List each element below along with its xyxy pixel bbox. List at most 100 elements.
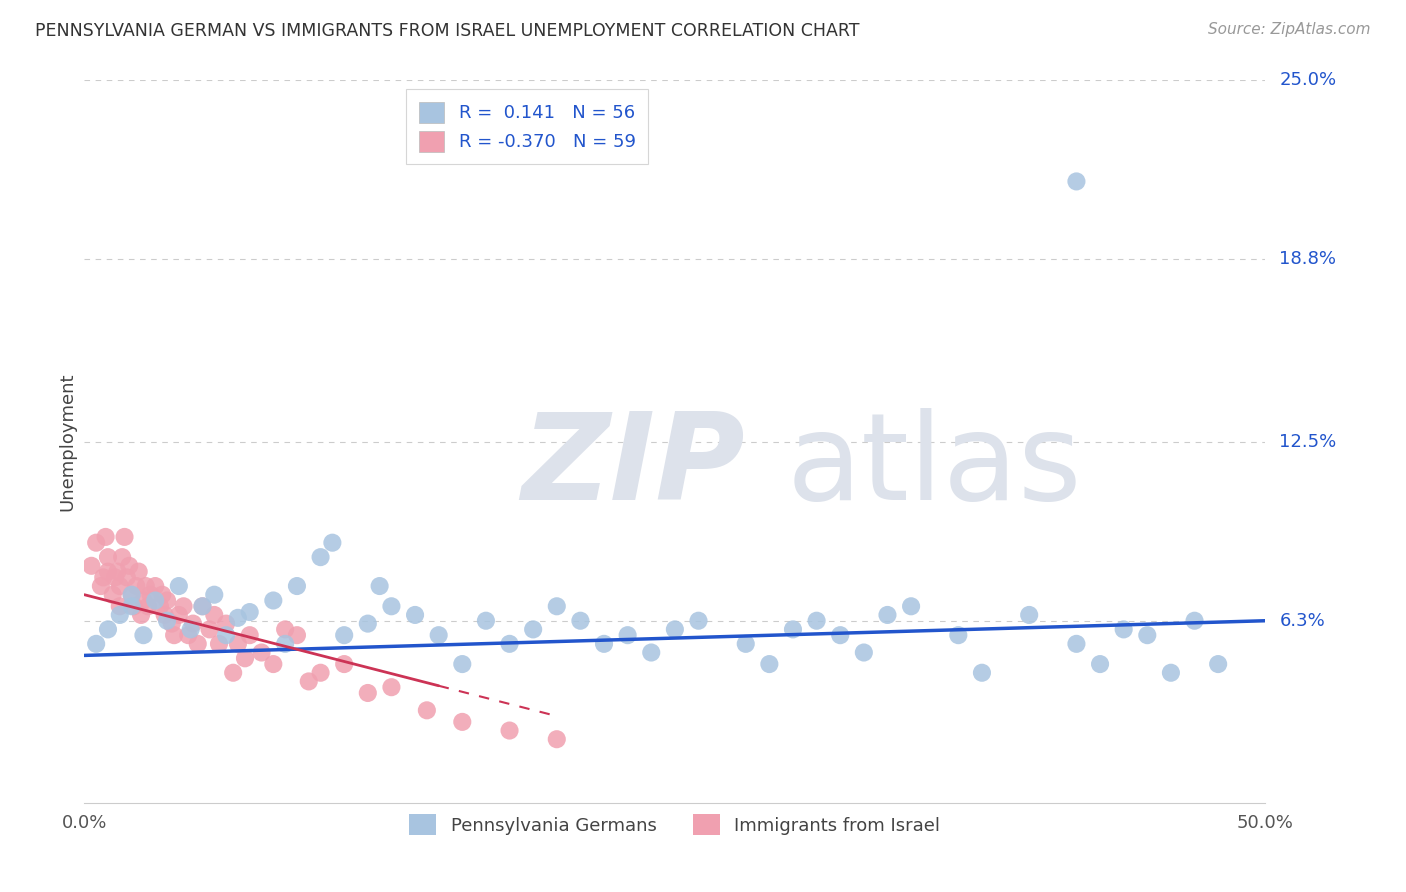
Point: [97, 550, 120, 565]
Point: [128, 565, 150, 579]
Point: [94, 530, 117, 544]
Point: [118, 558, 141, 573]
Point: [191, 599, 214, 614]
Point: [309, 665, 332, 680]
Point: [900, 599, 922, 614]
Point: [143, 593, 166, 607]
Point: [321, 535, 343, 549]
Point: [181, 616, 204, 631]
Point: [782, 623, 804, 637]
Text: 6.3%: 6.3%: [1279, 612, 1324, 630]
Point: [90, 579, 112, 593]
Point: [125, 579, 148, 593]
Point: [198, 623, 221, 637]
Point: [226, 611, 249, 625]
Point: [122, 599, 145, 614]
Point: [97, 623, 120, 637]
Point: [498, 723, 520, 738]
Point: [239, 605, 262, 619]
Point: [1088, 657, 1111, 671]
Point: [498, 637, 520, 651]
Point: [333, 657, 356, 671]
Point: [416, 703, 439, 717]
Point: [222, 665, 245, 680]
Point: [357, 616, 380, 631]
Point: [546, 599, 568, 614]
Point: [806, 614, 828, 628]
Point: [111, 550, 134, 565]
Point: [948, 628, 970, 642]
Point: [121, 588, 143, 602]
Point: [233, 651, 256, 665]
Text: PENNSYLVANIA GERMAN VS IMMIGRANTS FROM ISRAEL UNEMPLOYMENT CORRELATION CHART: PENNSYLVANIA GERMAN VS IMMIGRANTS FROM I…: [35, 22, 859, 40]
Point: [830, 628, 852, 642]
Text: Source: ZipAtlas.com: Source: ZipAtlas.com: [1208, 22, 1371, 37]
Point: [239, 628, 262, 642]
Point: [121, 599, 143, 614]
Point: [285, 628, 308, 642]
Point: [150, 588, 173, 602]
Point: [132, 628, 155, 642]
Point: [153, 607, 176, 622]
Text: atlas: atlas: [787, 409, 1083, 525]
Point: [139, 588, 162, 602]
Point: [522, 623, 544, 637]
Point: [202, 607, 225, 622]
Point: [173, 599, 195, 614]
Point: [1112, 623, 1135, 637]
Point: [101, 588, 124, 602]
Point: [309, 550, 332, 565]
Point: [149, 599, 172, 614]
Point: [274, 637, 297, 651]
Legend: Pennsylvania Germans, Immigrants from Israel: Pennsylvania Germans, Immigrants from Is…: [396, 802, 953, 848]
Point: [191, 599, 214, 614]
Point: [104, 570, 127, 584]
Text: 18.8%: 18.8%: [1279, 251, 1336, 268]
Point: [1206, 657, 1229, 671]
Point: [115, 570, 138, 584]
Point: [758, 657, 780, 671]
Point: [262, 593, 284, 607]
Point: [129, 607, 152, 622]
Point: [852, 646, 875, 660]
Point: [333, 628, 356, 642]
Point: [404, 607, 426, 622]
Point: [1066, 174, 1088, 188]
Point: [970, 665, 993, 680]
Point: [285, 579, 308, 593]
Point: [1160, 665, 1182, 680]
Point: [107, 565, 129, 579]
Point: [380, 680, 402, 694]
Point: [226, 637, 249, 651]
Point: [250, 646, 273, 660]
Point: [262, 657, 284, 671]
Point: [1018, 607, 1040, 622]
Point: [80, 558, 103, 573]
Point: [84, 637, 107, 651]
Point: [108, 579, 131, 593]
Point: [1066, 637, 1088, 651]
Point: [108, 607, 131, 622]
Point: [215, 616, 238, 631]
Point: [187, 637, 209, 651]
Point: [475, 614, 498, 628]
Y-axis label: Unemployment: Unemployment: [58, 372, 76, 511]
Point: [380, 599, 402, 614]
Point: [136, 599, 159, 614]
Point: [664, 623, 686, 637]
Point: [202, 588, 225, 602]
Point: [688, 614, 710, 628]
Point: [84, 535, 107, 549]
Point: [132, 593, 155, 607]
Point: [734, 637, 756, 651]
Point: [167, 607, 190, 622]
Point: [640, 646, 662, 660]
Point: [274, 623, 297, 637]
Point: [427, 628, 450, 642]
Point: [208, 637, 231, 651]
Point: [368, 579, 391, 593]
Text: 12.5%: 12.5%: [1279, 433, 1337, 450]
Text: 25.0%: 25.0%: [1279, 71, 1337, 89]
Point: [451, 657, 474, 671]
Point: [593, 637, 616, 651]
